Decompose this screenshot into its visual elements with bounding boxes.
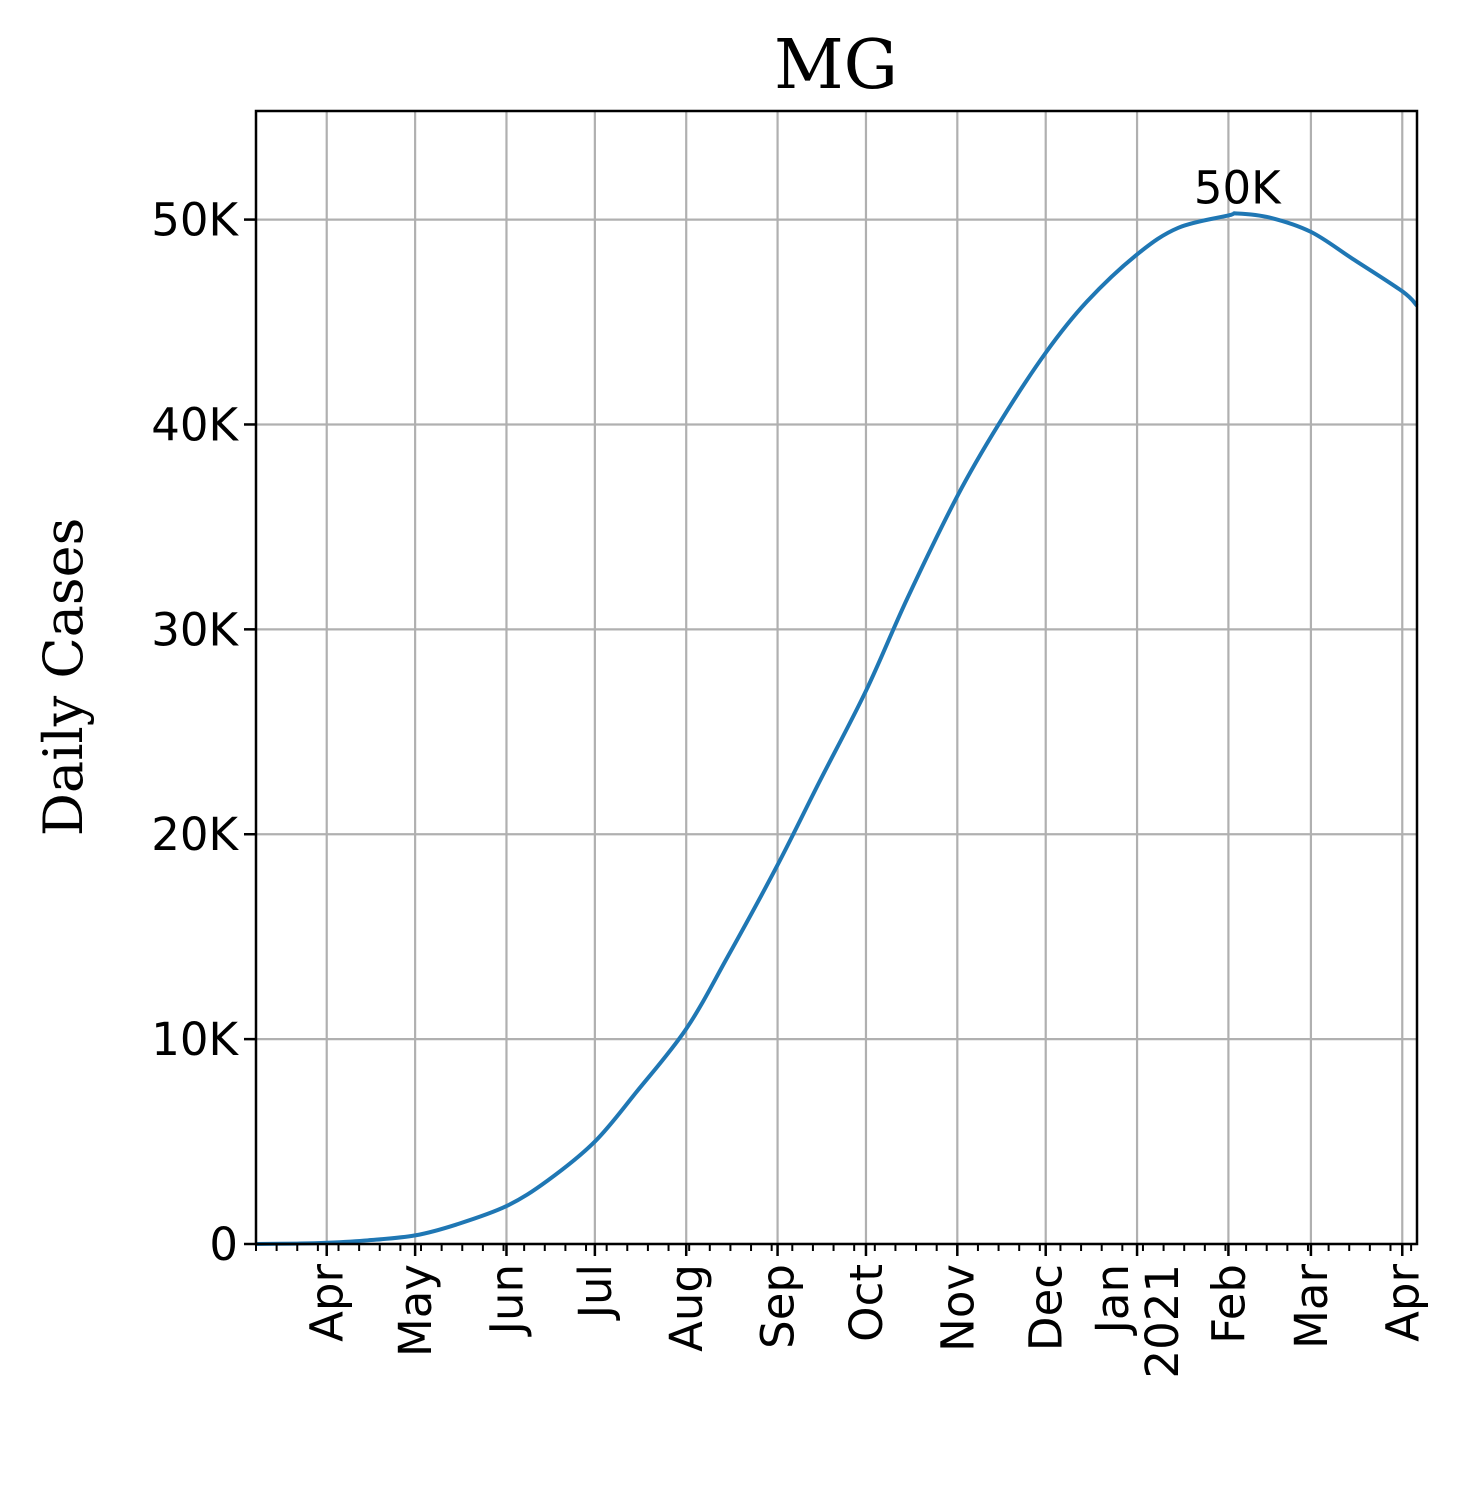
series-layer (255, 211, 1419, 1246)
x-tick-label: Nov (931, 1264, 984, 1352)
y-tick-label: 10K (151, 1013, 239, 1066)
annotations: 50K (1194, 161, 1282, 214)
y-axis-label: Daily Cases (32, 518, 95, 837)
x-tick-label: Dec (1020, 1264, 1073, 1351)
peak-annotation: 50K (1194, 161, 1282, 214)
x-tick-label: Sep (752, 1264, 805, 1349)
x-tick-label: Oct (840, 1264, 893, 1342)
y-tick-label: 30K (151, 603, 239, 656)
x-tick-label: Aug (660, 1264, 713, 1352)
x-tick-label: Feb (1202, 1264, 1255, 1344)
tick-labels: 0 10K 20K 30K 40K 50K Apr May Jun Jul Aug Sep Oct Nov… (151, 194, 1429, 1379)
x-tick-label: Apr (301, 1264, 354, 1342)
x-tick-label: Apr (1376, 1264, 1429, 1342)
y-tick-label: 0 (209, 1218, 238, 1271)
x-tick-label: Jan2021 (1086, 1264, 1189, 1379)
grid-lines (256, 111, 1417, 1246)
x-tick-label: Jul (569, 1264, 622, 1321)
x-tick-label: Jun (480, 1264, 533, 1337)
x-tick-label: Mar (1285, 1264, 1338, 1349)
y-tick-label: 20K (151, 808, 239, 861)
axis-ticks (244, 218, 1413, 1256)
daily-cases-line (255, 211, 1419, 1246)
chart-title: MG (774, 26, 898, 105)
plot-frame (254, 109, 1419, 1246)
y-tick-label: 50K (151, 194, 239, 247)
y-tick-label: 40K (151, 398, 239, 451)
x-tick-label: May (389, 1264, 442, 1357)
